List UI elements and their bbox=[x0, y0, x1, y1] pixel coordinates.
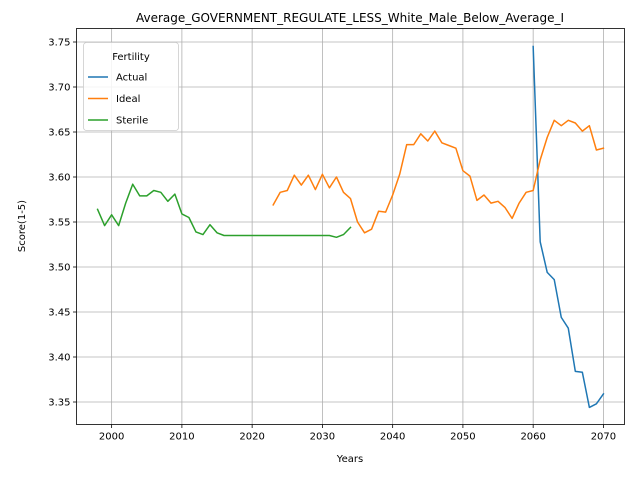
series-line-ideal bbox=[272, 119, 605, 234]
y-tick-label: 3.70 bbox=[48, 83, 70, 94]
axis-ticks: 2000 2010 2020 2030 2040 2050 2060 2070 3.35 3.40… bbox=[48, 38, 616, 443]
series-line-actual bbox=[532, 45, 605, 409]
x-tick-label: 2000 bbox=[99, 432, 124, 443]
y-tick-label: 3.60 bbox=[48, 173, 70, 184]
legend: Fertility Actual Ideal Sterile bbox=[83, 42, 179, 131]
legend-label-sterile: Sterile bbox=[116, 116, 148, 127]
legend-box bbox=[83, 42, 179, 131]
x-tick-label: 2020 bbox=[239, 432, 264, 443]
x-tick-label: 2010 bbox=[169, 432, 194, 443]
y-tick-label: 3.50 bbox=[48, 263, 70, 274]
y-tick-label: 3.45 bbox=[48, 308, 70, 319]
y-axis-label: Score(1-5) bbox=[17, 200, 28, 252]
y-tick-label: 3.65 bbox=[48, 128, 70, 139]
y-tick-label: 3.55 bbox=[48, 218, 70, 229]
y-tick-label: 3.75 bbox=[48, 38, 70, 49]
series-lines bbox=[96, 45, 605, 409]
grid-lines bbox=[76, 28, 625, 425]
plot-frame bbox=[76, 28, 625, 425]
x-tick-label: 2050 bbox=[450, 432, 475, 443]
y-tick-label: 3.40 bbox=[48, 353, 70, 364]
series-line-sterile bbox=[96, 183, 352, 239]
legend-label-actual: Actual bbox=[116, 73, 147, 84]
x-tick-label: 2070 bbox=[591, 432, 616, 443]
x-tick-label: 2030 bbox=[310, 432, 335, 443]
chart-title: Average_GOVERNMENT_REGULATE_LESS_White_M… bbox=[136, 11, 564, 25]
x-axis-label: Years bbox=[336, 454, 363, 465]
legend-title: Fertility bbox=[112, 52, 150, 63]
y-tick-label: 3.35 bbox=[48, 398, 70, 409]
legend-label-ideal: Ideal bbox=[116, 94, 140, 105]
x-tick-label: 2040 bbox=[380, 432, 405, 443]
x-tick-label: 2060 bbox=[520, 432, 545, 443]
